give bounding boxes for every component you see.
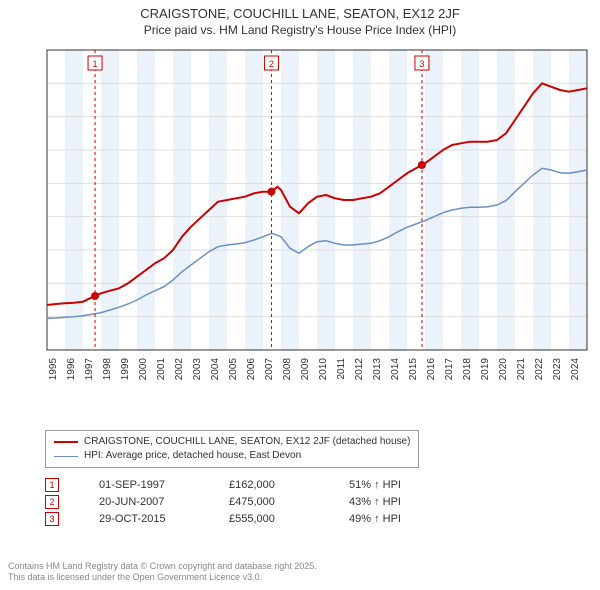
chart-svg: £0£100K£200K£300K£400K£500K£600K£700K£80… (45, 48, 590, 408)
chart-title-block: CRAIGSTONE, COUCHILL LANE, SEATON, EX12 … (0, 0, 600, 39)
footer-attribution: Contains HM Land Registry data © Crown c… (8, 561, 317, 584)
legend-row-2: HPI: Average price, detached house, East… (54, 449, 410, 463)
legend-swatch-hpi (54, 456, 78, 457)
marker-row-2: 2 20-JUN-2007 £475,000 43% ↑ HPI (45, 495, 449, 509)
marker-price-1: £162,000 (229, 479, 309, 491)
svg-text:2000: 2000 (138, 358, 149, 381)
marker-pct-2: 43% ↑ HPI (349, 496, 449, 508)
svg-text:2004: 2004 (210, 358, 221, 381)
legend-label-hpi: HPI: Average price, detached house, East… (84, 449, 301, 463)
svg-text:2008: 2008 (282, 358, 293, 381)
marker-pct-1: 51% ↑ HPI (349, 479, 449, 491)
svg-text:2016: 2016 (426, 358, 437, 381)
marker-box-1: 1 (45, 478, 59, 492)
svg-text:2021: 2021 (516, 358, 527, 381)
marker-pct-3: 49% ↑ HPI (349, 513, 449, 525)
marker-row-1: 1 01-SEP-1997 £162,000 51% ↑ HPI (45, 478, 449, 492)
svg-text:2011: 2011 (336, 358, 347, 380)
svg-text:1: 1 (93, 59, 98, 69)
svg-text:1998: 1998 (102, 358, 113, 381)
svg-text:2012: 2012 (354, 358, 365, 381)
svg-text:2013: 2013 (372, 358, 383, 381)
svg-text:2010: 2010 (318, 358, 329, 381)
legend-row-1: CRAIGSTONE, COUCHILL LANE, SEATON, EX12 … (54, 435, 410, 449)
svg-text:2014: 2014 (390, 358, 401, 381)
svg-text:2022: 2022 (534, 358, 545, 381)
svg-text:2020: 2020 (498, 358, 509, 381)
svg-text:2017: 2017 (444, 358, 455, 381)
footer-line-1: Contains HM Land Registry data © Crown c… (8, 561, 317, 573)
legend-box: CRAIGSTONE, COUCHILL LANE, SEATON, EX12 … (45, 430, 419, 468)
marker-num-3: 3 (49, 514, 54, 524)
svg-text:2003: 2003 (192, 358, 203, 381)
footer-line-2: This data is licensed under the Open Gov… (8, 572, 317, 584)
marker-row-3: 3 29-OCT-2015 £555,000 49% ↑ HPI (45, 512, 449, 526)
svg-text:2018: 2018 (462, 358, 473, 381)
svg-text:2002: 2002 (174, 358, 185, 381)
svg-text:2024: 2024 (570, 358, 581, 381)
legend-label-price: CRAIGSTONE, COUCHILL LANE, SEATON, EX12 … (84, 435, 410, 449)
svg-text:1996: 1996 (66, 358, 77, 381)
svg-text:2006: 2006 (246, 358, 257, 381)
svg-text:2023: 2023 (552, 358, 563, 381)
marker-price-2: £475,000 (229, 496, 309, 508)
svg-text:2015: 2015 (408, 358, 419, 381)
svg-text:2009: 2009 (300, 358, 311, 381)
svg-text:2005: 2005 (228, 358, 239, 381)
svg-text:2007: 2007 (264, 358, 275, 381)
svg-text:1999: 1999 (120, 358, 131, 381)
svg-text:3: 3 (419, 59, 424, 69)
marker-table: 1 01-SEP-1997 £162,000 51% ↑ HPI 2 20-JU… (45, 475, 449, 529)
marker-price-3: £555,000 (229, 513, 309, 525)
marker-date-3: 29-OCT-2015 (99, 513, 189, 525)
chart-area: £0£100K£200K£300K£400K£500K£600K£700K£80… (45, 48, 590, 378)
svg-text:1997: 1997 (84, 358, 95, 381)
svg-text:1995: 1995 (48, 358, 59, 381)
marker-box-3: 3 (45, 512, 59, 526)
marker-date-2: 20-JUN-2007 (99, 496, 189, 508)
marker-date-1: 01-SEP-1997 (99, 479, 189, 491)
marker-num-2: 2 (49, 497, 54, 507)
marker-box-2: 2 (45, 495, 59, 509)
svg-text:2019: 2019 (480, 358, 491, 381)
svg-text:2001: 2001 (156, 358, 167, 381)
marker-num-1: 1 (49, 480, 54, 490)
svg-text:2: 2 (269, 59, 274, 69)
title-line-1: CRAIGSTONE, COUCHILL LANE, SEATON, EX12 … (0, 6, 600, 21)
legend-swatch-price (54, 441, 78, 443)
title-line-2: Price paid vs. HM Land Registry's House … (0, 23, 600, 37)
